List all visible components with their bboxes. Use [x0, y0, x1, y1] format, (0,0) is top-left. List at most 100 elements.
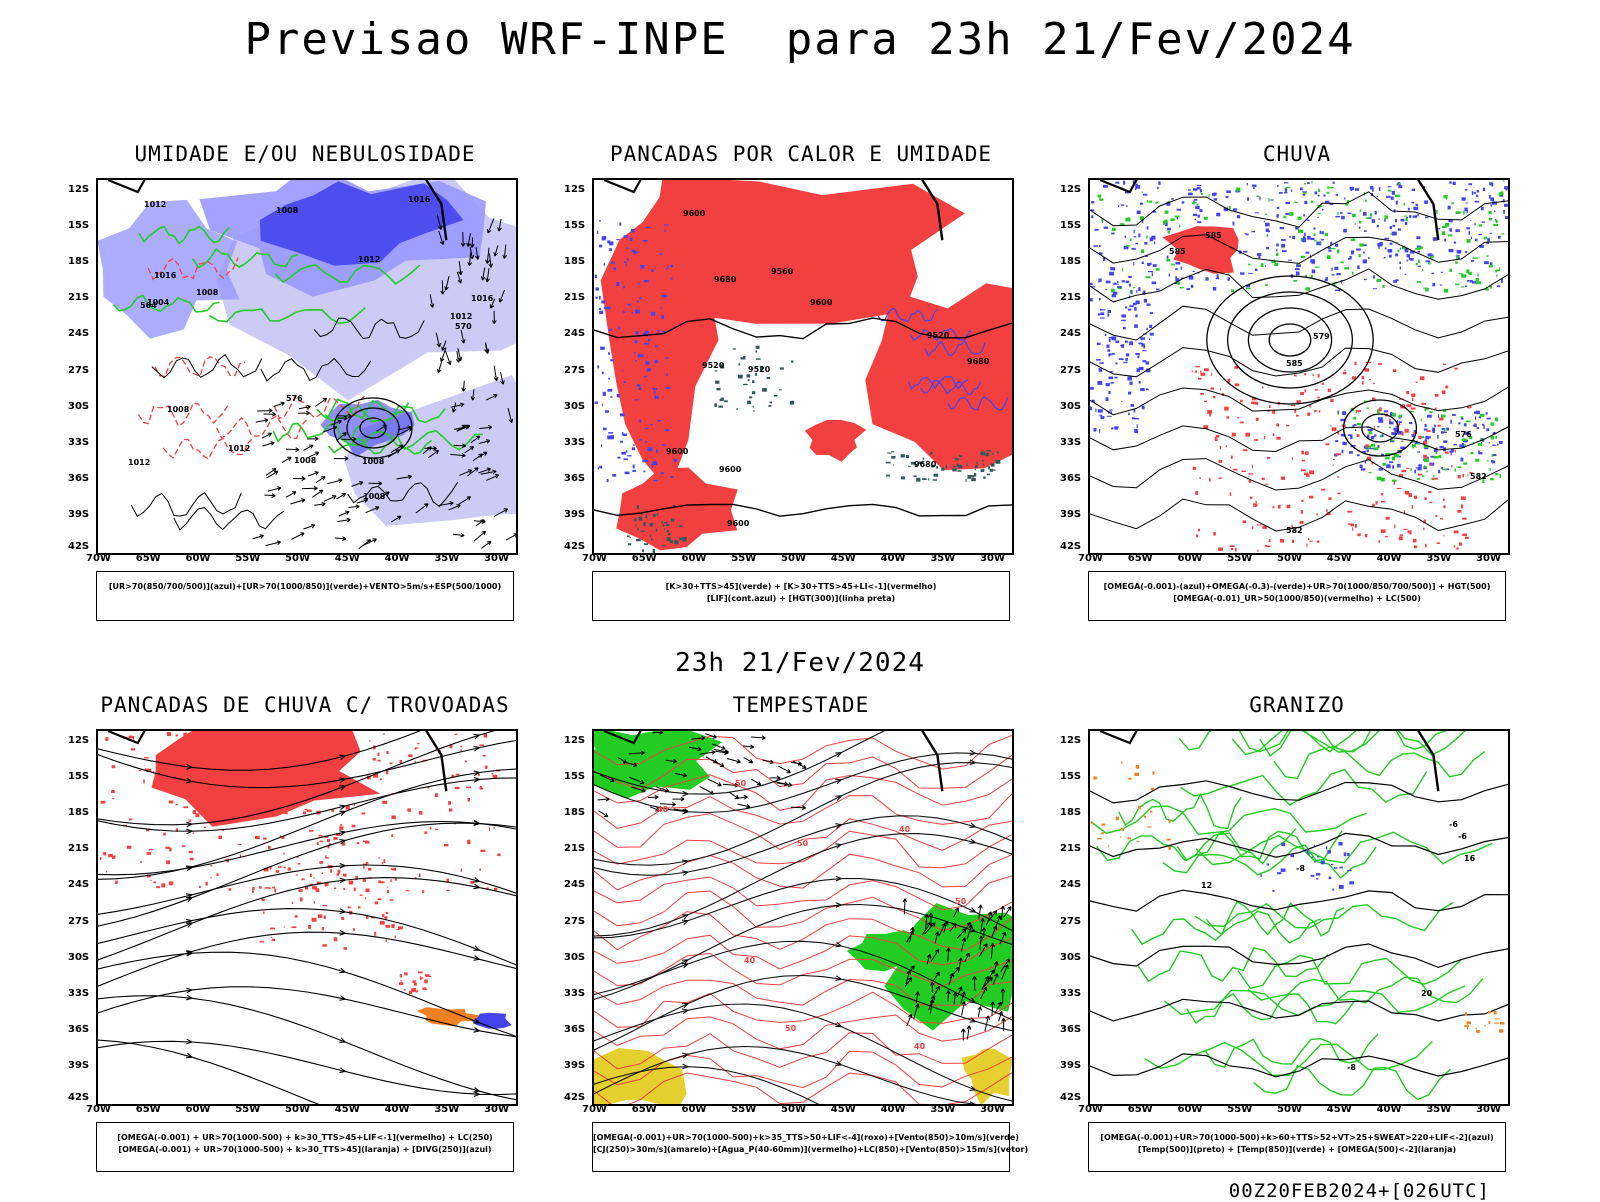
latitude-tick-label: 15S: [68, 220, 90, 232]
precip-water-contour: [594, 911, 1012, 951]
contour-label: 50: [785, 1024, 797, 1033]
longitude-tick-label: 35W: [930, 1104, 956, 1115]
latitude-tick-label: 30S: [1060, 951, 1082, 963]
temp-500-black: [1090, 1053, 1508, 1078]
wind-vectors: [429, 214, 514, 423]
divergence-blue: [471, 1012, 512, 1029]
omega-blue: [1090, 280, 1154, 434]
latitude-tick-label: 15S: [68, 771, 90, 783]
latitude-tick-label: 39S: [68, 1059, 90, 1071]
latitude-tick-label: 21S: [564, 292, 586, 304]
lifted-index-contour: [877, 307, 939, 323]
contour-label: 1012: [450, 312, 472, 321]
panel-legend: [OMEGA(-0.001)-(azul)+OMEGA(-0.3)-(verde…: [1088, 571, 1506, 621]
latitude-tick-label: 24S: [564, 328, 586, 340]
latitude-tick-label: 33S: [68, 436, 90, 448]
latitude-tick-label: 24S: [1060, 879, 1082, 891]
longitude-tick-label: 40W: [384, 1104, 410, 1115]
streamlines-250hpa: [98, 731, 516, 1104]
precip-water-contour: [594, 952, 1012, 987]
latitude-tick-label: 12S: [1060, 184, 1082, 196]
contour-label: 1016: [471, 294, 494, 303]
run-info-footer: 00Z20FEB2024+[026UTC]: [1228, 1180, 1490, 1202]
contour-label: 585: [1169, 247, 1186, 256]
temp-500-black: [1090, 832, 1508, 858]
longitude-tick-label: 60W: [681, 1104, 707, 1115]
map-panel-6: GRANIZO -6 -6 -8 -8 12 16 20 12S 15S 18S 21S 24S 27S 3…: [1058, 693, 1516, 1176]
longitude-tick-label: 65W: [1127, 1104, 1153, 1115]
omega-500-orange: [1464, 1011, 1505, 1033]
longitude-tick-label: 55W: [1227, 553, 1253, 564]
latitude-tick-label: 36S: [564, 472, 586, 484]
latitude-tick-label: 18S: [564, 256, 586, 268]
latitude-tick-label: 24S: [68, 328, 90, 340]
jet-250-yellow: [594, 1048, 687, 1104]
latitude-tick-label: 36S: [564, 1023, 586, 1035]
temp-850-green: [1162, 844, 1377, 879]
wind-vectors-850: [597, 731, 807, 818]
legend-line: [OMEGA(-0.001)+UR>70(1000-500)+k>60+TTS>…: [1100, 1133, 1494, 1142]
contour-label: 582: [1286, 526, 1303, 535]
latitude-tick-label: 15S: [564, 220, 586, 232]
latitude-tick-label: 33S: [1060, 436, 1082, 448]
panel-legend: [UR>70(850/700/500)](azul)+[UR>70(1000/8…: [96, 571, 514, 621]
latitude-tick-label: 21S: [1060, 292, 1082, 304]
panel-title: PANCADAS POR CALOR E UMIDADE: [609, 142, 992, 166]
longitude-tick-label: 70W: [582, 553, 607, 564]
wind-850-green: [846, 930, 942, 972]
legend-line: [OMEGA(-0.001) + UR>70(1000-500) + k>30_…: [118, 1145, 492, 1154]
precip-water-contour: [594, 890, 1012, 932]
latitude-tick-label: 15S: [564, 771, 586, 783]
humidity-contour-green: [138, 225, 230, 245]
longitude-tick-label: 65W: [135, 1104, 161, 1115]
temp-500-black: [1090, 889, 1508, 912]
political-boundaries: [603, 731, 944, 792]
lifted-index-contour: [924, 340, 986, 358]
temp-850-green: [1090, 805, 1368, 836]
temp-850-green: [1194, 901, 1454, 932]
longitude-tick-label: 70W: [1078, 553, 1103, 564]
longitude-tick-label: 50W: [781, 553, 806, 564]
height-contour-black: [1090, 191, 1508, 228]
longitude-tick-label: 55W: [731, 1104, 757, 1115]
geopotential-low: [1342, 399, 1418, 457]
latitude-tick-label: 36S: [68, 1023, 90, 1035]
forecast-map: 1012 1012 1016 1008 1008 1008 1012 1008 1004 1012…: [96, 178, 518, 555]
temp-850-green: [1259, 731, 1447, 757]
panel-title: GRANIZO: [1249, 693, 1345, 717]
temp-850-green: [1273, 745, 1486, 780]
humidity-contour-green: [209, 307, 366, 325]
contour-label: 1012: [228, 444, 250, 453]
longitude-tick-label: 50W: [285, 553, 310, 564]
longitude-tick-label: 60W: [681, 553, 707, 564]
political-boundaries: [1099, 180, 1440, 241]
instability-green: [627, 505, 687, 553]
pressure-contour-black: [347, 482, 459, 508]
latitude-tick-label: 30S: [564, 951, 586, 963]
main-title: Previsao WRF-INPE para 23h 21/Fev/2024: [244, 14, 1356, 65]
rain-red: [1162, 226, 1239, 274]
thickness-contour-red: [137, 402, 230, 428]
latitude-tick-label: 21S: [68, 843, 90, 855]
precip-water-contour: [594, 934, 1012, 970]
humidity-contour-green: [274, 263, 421, 285]
omega-500-orange: [1090, 761, 1171, 850]
longitude-tick-label: 65W: [631, 553, 657, 564]
panel-title: CHUVA: [1262, 142, 1332, 166]
contour-label: 40: [914, 1042, 926, 1051]
latitude-tick-label: 30S: [68, 400, 90, 412]
instability-red: [865, 283, 1012, 471]
longitude-tick-label: 30W: [980, 1104, 1006, 1115]
country-border: [603, 731, 642, 745]
map-panel-2: PANCADAS POR CALOR E UMIDADE 9680 9680 9680…: [562, 142, 1020, 625]
map-panel-3: CHUVA 585 585 585 582 579 576 582 12S 15S 18S 21S 24…: [1058, 142, 1516, 625]
instability-green: [885, 450, 1001, 483]
latitude-tick-label: 33S: [1060, 987, 1082, 999]
contour-label: 9680: [914, 460, 937, 469]
latitude-tick-label: 42S: [564, 1092, 586, 1103]
contour-label: 1008: [167, 405, 190, 414]
pressure-contour-black: [130, 492, 242, 518]
longitude-tick-label: 55W: [235, 553, 261, 564]
latitude-tick-label: 39S: [564, 508, 586, 520]
latitude-tick-label: 15S: [1060, 771, 1082, 783]
